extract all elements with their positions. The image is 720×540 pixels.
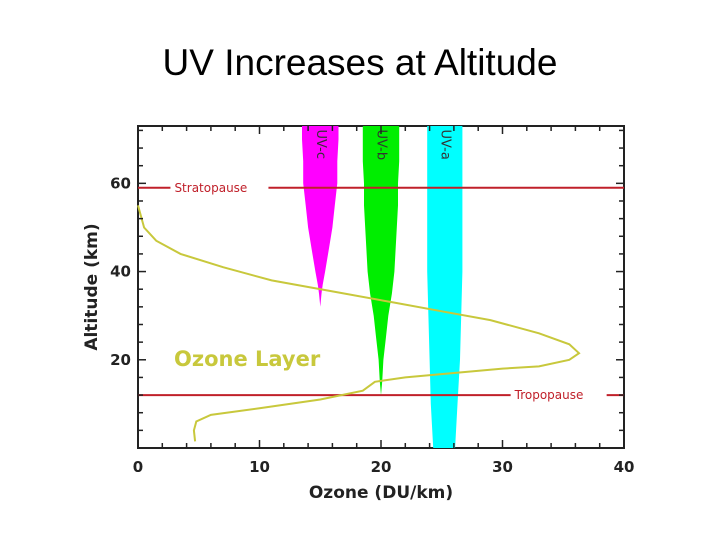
y-tick-label: 60 (110, 174, 131, 192)
x-tick-label: 10 (249, 458, 270, 476)
reference-line-label: Stratopause (174, 181, 247, 195)
uv-band-uv-b (362, 126, 400, 448)
ozone-layer-label: Ozone Layer (174, 347, 321, 371)
uv-band-label: UV-c (313, 130, 328, 160)
x-tick-label: 20 (371, 458, 392, 476)
uv-band-uv-a (427, 126, 463, 448)
uv-band-uv-c (302, 126, 339, 307)
y-axis-title: Altitude (km) (82, 223, 102, 350)
y-tick-label: 40 (110, 263, 131, 281)
x-tick-label: 30 (492, 458, 513, 476)
uv-band-label: UV-b (374, 130, 389, 161)
x-tick-label: 40 (614, 458, 635, 476)
uv-band-label: UV-a (437, 130, 452, 160)
reference-line-label: Tropopause (514, 388, 584, 402)
x-tick-label: 0 (133, 458, 143, 476)
slide-title: UV Increases at Altitude (162, 42, 558, 83)
x-axis-title: Ozone (DU/km) (309, 483, 453, 503)
y-tick-label: 20 (110, 351, 131, 369)
ozone-profile-line (137, 205, 581, 442)
